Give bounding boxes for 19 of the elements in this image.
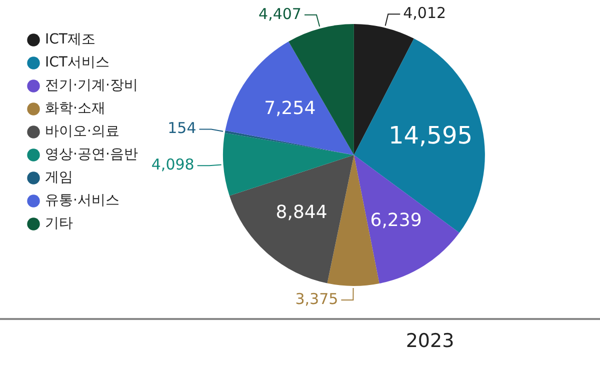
legend-label: 유통·서비스 [45,192,120,209]
data-label: 8,844 [276,202,328,224]
data-label: 4,407 [258,4,302,23]
legend-label: 영상·공연·음반 [45,146,138,163]
legend-label: ICT서비스 [45,54,110,71]
data-label: 4,012 [403,4,446,22]
data-label: 14,595 [388,121,472,150]
data-label: 154 [168,119,196,138]
data-label: 6,239 [370,210,422,232]
legend-label: 게임 [45,170,73,186]
data-label: 7,254 [264,98,316,120]
legend-label: 화학·소재 [45,100,106,117]
legend-label: 바이오·의료 [45,124,120,140]
legend-label: 기타 [45,216,73,232]
data-label: 3,375 [295,290,338,308]
legend-label: ICT제조 [45,32,96,48]
data-label: 4,098 [151,156,194,174]
text: 2023 [404,330,456,352]
legend-label: 전기·기계·장비 [45,78,138,94]
